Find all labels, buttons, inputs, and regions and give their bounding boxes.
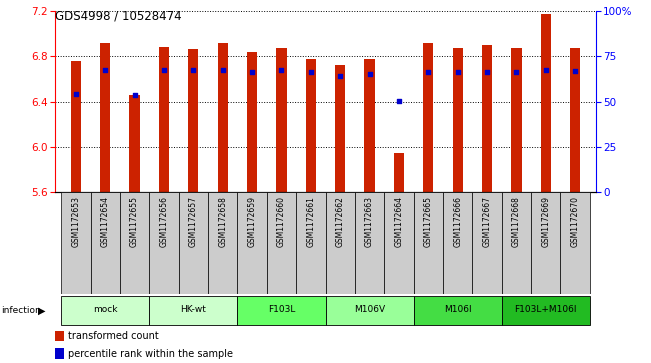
Bar [452, 48, 463, 192]
Text: M106I: M106I [444, 305, 471, 314]
Bar [561, 192, 590, 294]
Bar [149, 295, 238, 325]
Bar [90, 192, 120, 294]
Bar [178, 192, 208, 294]
Bar [61, 295, 149, 325]
Point [482, 69, 492, 75]
Text: GSM1172660: GSM1172660 [277, 196, 286, 248]
Point [365, 72, 375, 77]
Bar [502, 295, 590, 325]
Text: GSM1172663: GSM1172663 [365, 196, 374, 248]
Bar [217, 43, 228, 192]
Text: GSM1172664: GSM1172664 [395, 196, 404, 248]
Point [71, 91, 81, 97]
Bar [423, 43, 434, 192]
Point [511, 69, 521, 75]
Text: mock: mock [93, 305, 118, 314]
Bar [473, 192, 502, 294]
Bar [61, 192, 90, 294]
Bar [326, 192, 355, 294]
Bar [443, 192, 473, 294]
Point [130, 92, 140, 98]
Bar [384, 192, 413, 294]
Bar [208, 192, 238, 294]
Point [452, 69, 463, 75]
Bar [365, 58, 375, 192]
Text: GSM1172670: GSM1172670 [571, 196, 579, 248]
Bar [394, 153, 404, 192]
Bar [531, 192, 561, 294]
Point [276, 67, 286, 73]
Bar [413, 192, 443, 294]
Bar [55, 348, 64, 359]
Text: percentile rank within the sample: percentile rank within the sample [68, 348, 233, 359]
Bar [511, 48, 521, 192]
Bar [570, 48, 580, 192]
Point [394, 98, 404, 103]
Bar [130, 95, 140, 192]
Bar [267, 192, 296, 294]
Text: GSM1172662: GSM1172662 [336, 196, 344, 247]
Text: F103L: F103L [268, 305, 295, 314]
Bar [55, 331, 64, 341]
Point [540, 67, 551, 73]
Bar [306, 58, 316, 192]
Point [335, 73, 346, 78]
Text: M106V: M106V [354, 305, 385, 314]
Bar [188, 49, 199, 192]
Text: GSM1172669: GSM1172669 [541, 196, 550, 248]
Point [570, 68, 580, 74]
Bar [335, 65, 345, 192]
Text: GSM1172658: GSM1172658 [218, 196, 227, 247]
Bar [482, 45, 492, 192]
Bar [238, 295, 326, 325]
Text: GSM1172668: GSM1172668 [512, 196, 521, 247]
Bar [413, 295, 502, 325]
Text: HK-wt: HK-wt [180, 305, 206, 314]
Bar [120, 192, 149, 294]
Text: GSM1172667: GSM1172667 [482, 196, 492, 248]
Text: ▶: ▶ [38, 305, 46, 315]
Bar [247, 52, 257, 192]
Text: GSM1172666: GSM1172666 [453, 196, 462, 248]
Bar [326, 295, 413, 325]
Bar [296, 192, 326, 294]
Text: GSM1172661: GSM1172661 [307, 196, 315, 247]
Text: GSM1172654: GSM1172654 [101, 196, 110, 248]
Point [188, 67, 199, 73]
Text: F103L+M106I: F103L+M106I [514, 305, 577, 314]
Point [159, 67, 169, 73]
Bar [355, 192, 384, 294]
Text: GSM1172657: GSM1172657 [189, 196, 198, 248]
Point [247, 69, 257, 75]
Point [305, 69, 316, 75]
Bar [502, 192, 531, 294]
Bar [149, 192, 178, 294]
Text: GSM1172656: GSM1172656 [159, 196, 169, 248]
Point [100, 67, 111, 73]
Text: transformed count: transformed count [68, 331, 159, 341]
Bar [100, 43, 111, 192]
Bar [159, 47, 169, 192]
Text: GSM1172655: GSM1172655 [130, 196, 139, 248]
Point [217, 67, 228, 73]
Text: GSM1172665: GSM1172665 [424, 196, 433, 248]
Bar [71, 61, 81, 192]
Text: GSM1172659: GSM1172659 [247, 196, 256, 248]
Bar [540, 14, 551, 192]
Bar [276, 48, 286, 192]
Text: GDS4998 / 10528474: GDS4998 / 10528474 [55, 9, 182, 22]
Text: GSM1172653: GSM1172653 [72, 196, 80, 248]
Point [423, 69, 434, 75]
Text: infection: infection [1, 306, 40, 315]
Bar [238, 192, 267, 294]
